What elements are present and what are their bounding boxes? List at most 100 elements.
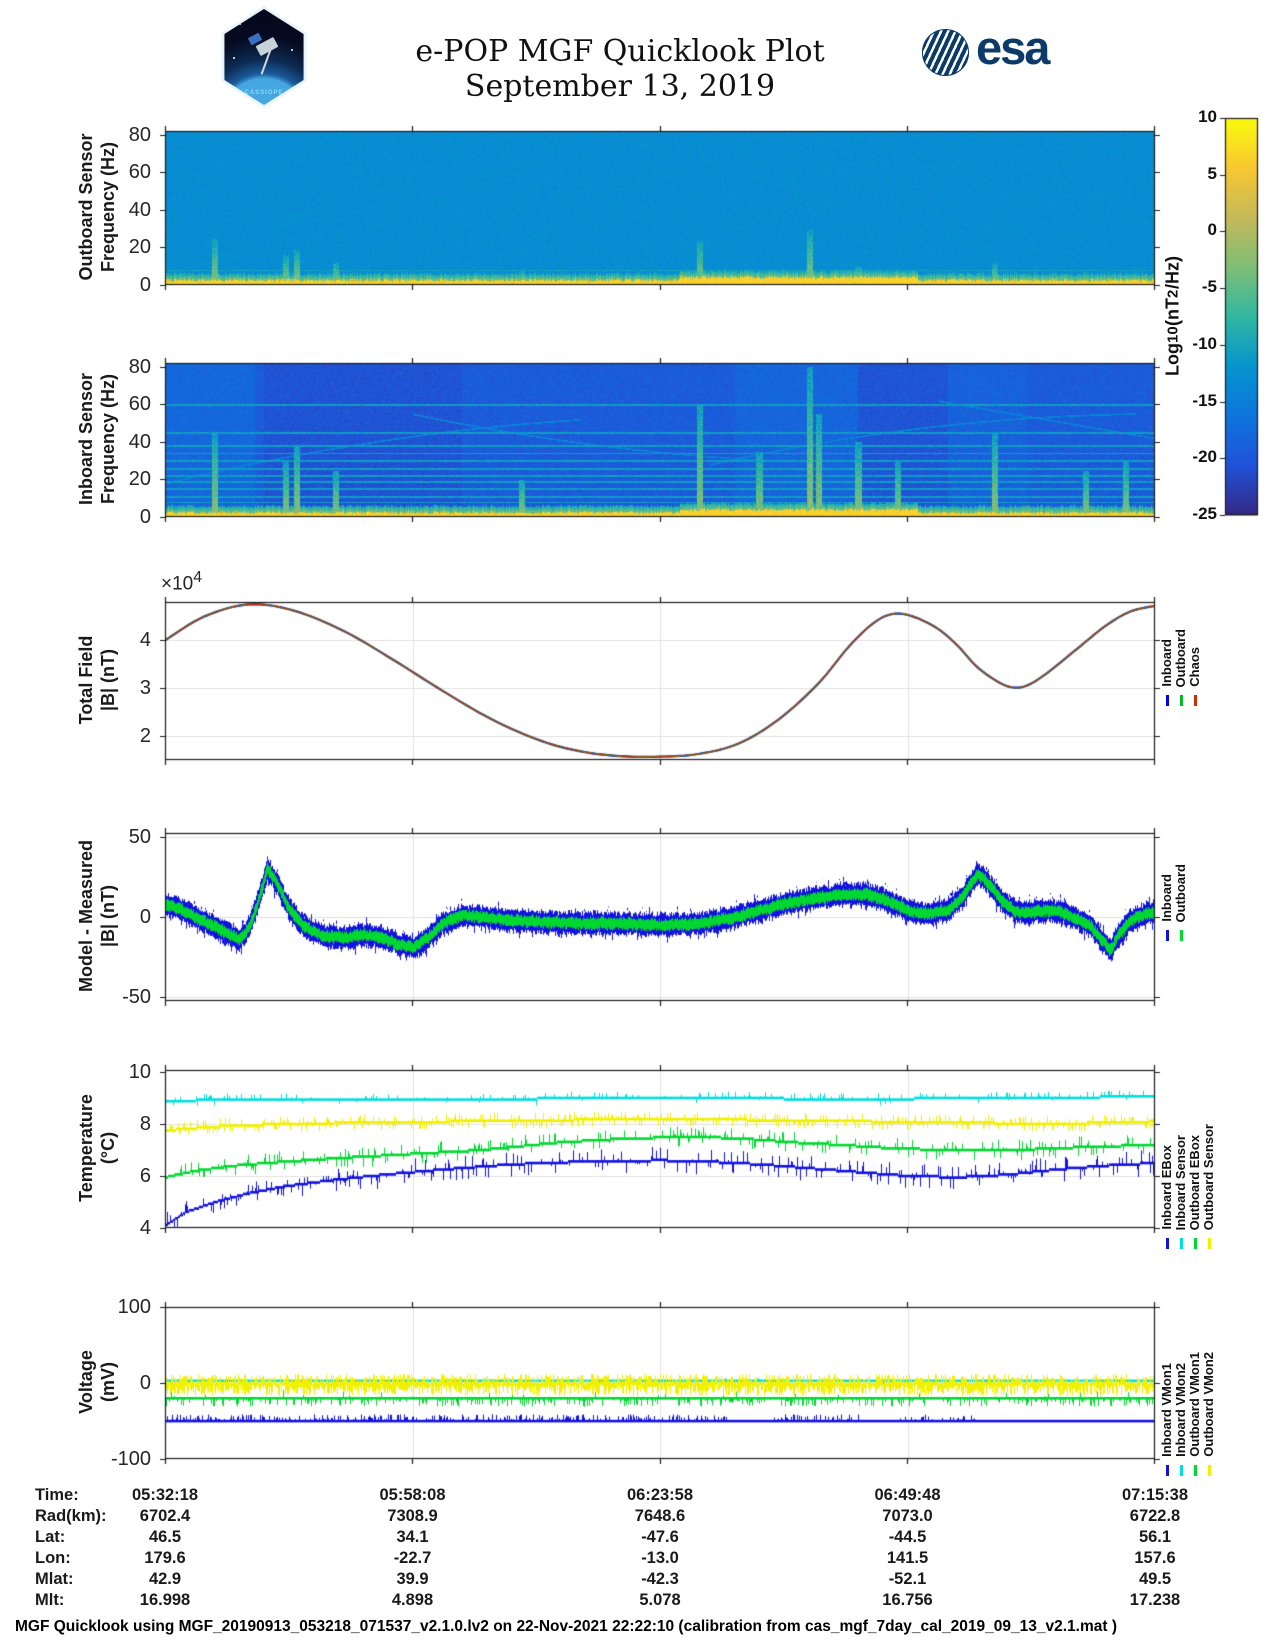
legend-tick-outboard-vmon2: [1207, 1465, 1211, 1476]
esa-globe-icon: [922, 29, 969, 76]
colorbar-canvas: [1218, 111, 1265, 522]
legend-tick-outboard-ebox: [1193, 1238, 1197, 1249]
outboard-spectrogram-ytick-label: 0: [139, 274, 151, 296]
outboard-spectrogram-ytick-label: 80: [128, 123, 151, 146]
table-row-label: Rad(km):: [35, 1507, 107, 1525]
inboard-spectrogram-canvas: [158, 356, 1162, 524]
colorbar-tick-label: 10: [1198, 107, 1217, 126]
legend-tick-outboard-sensor: [1207, 1238, 1211, 1249]
total-field-exponent-label: ×104: [161, 569, 203, 595]
legend-label-outboard: Outboard: [1173, 863, 1188, 923]
temperature-ytick-label: 10: [128, 1060, 151, 1083]
inboard-spectrogram-ylabel-line1: Inboard Sensor: [76, 372, 96, 506]
temperature-ytick-label: 6: [139, 1164, 151, 1187]
model-minus-measured-ylabel: Model - Measured |B| (nT): [75, 802, 119, 1030]
table-row-label: Time:: [35, 1486, 79, 1504]
legend-label-inboard-vmon1: Inboard VMon1: [1159, 1363, 1174, 1457]
table-value: 34.1: [396, 1528, 429, 1546]
table-value: 7073.0: [882, 1507, 933, 1525]
voltage-ytick-label: -100: [110, 1448, 151, 1470]
model-minus-measured-legend-ticks: [1160, 930, 1188, 941]
legend-label-inboard: Inboard: [1159, 639, 1174, 687]
table-value: -47.6: [641, 1528, 679, 1546]
table-value: 157.6: [1134, 1549, 1176, 1567]
legend-tick-outboard: [1179, 930, 1183, 941]
total-field-ylabel-line2: |B| (nT): [98, 648, 118, 712]
plot-date: September 13, 2019: [464, 69, 776, 104]
total-field-ytick-label: 2: [139, 725, 151, 748]
voltage-ylabel-line2: (mV): [98, 1362, 118, 1402]
legend-label-outboard-vmon1: Outboard VMon1: [1187, 1352, 1202, 1457]
table-value: 05:32:18: [131, 1486, 199, 1504]
legend-tick-outboard: [1179, 695, 1183, 706]
legend-label-outboard-sensor: Outboard Sensor: [1201, 1123, 1216, 1230]
legend-tick-chaos: [1193, 695, 1197, 706]
colorbar-tick-label: -15: [1192, 390, 1217, 410]
voltage-legend-ticks: [1160, 1465, 1216, 1476]
table-value: 141.5: [886, 1549, 929, 1567]
legend-tick-inboard-vmon1: [1165, 1465, 1169, 1476]
table-value: 4.898: [391, 1591, 434, 1609]
star-icon: [233, 57, 235, 59]
table-row-label: Mlt:: [35, 1591, 65, 1609]
table-value: -42.3: [641, 1570, 679, 1588]
colorbar-tick-label: -25: [1192, 504, 1217, 523]
voltage-ylabel: Voltage (mV): [75, 1276, 119, 1488]
voltage-ylabel-line1: Voltage: [76, 1350, 96, 1414]
legend-label-inboard-vmon2: Inboard VMon2: [1173, 1363, 1188, 1457]
table-value: 05:58:08: [379, 1486, 446, 1504]
table-value: -22.7: [393, 1549, 432, 1567]
total-field-ytick-label: 3: [139, 677, 151, 700]
temperature-legend: Inboard EBox Inboard Sensor Outboard EBox O…: [1159, 1080, 1216, 1230]
legend-label-inboard-sensor: Inboard Sensor: [1173, 1134, 1188, 1230]
star-icon: [239, 23, 241, 25]
colorbar-tick-label: 5: [1207, 163, 1217, 183]
table-value: 5.078: [639, 1591, 681, 1609]
temperature-ytick-label: 4: [139, 1217, 151, 1239]
plot-title: e-POP MGF Quicklook Plot: [415, 34, 825, 69]
table-value: 179.6: [144, 1549, 186, 1567]
table-value: 16.756: [882, 1591, 933, 1609]
inboard-spectrogram-ylabel-line2: Frequency (Hz): [98, 373, 118, 505]
figure-titles: e-POP MGF Quicklook Plot September 13, 2…: [330, 34, 910, 104]
outboard-spectrogram-ytick-label: 60: [128, 161, 151, 184]
colorbar-tick-label: -20: [1192, 447, 1217, 467]
table-value: 7308.9: [387, 1507, 438, 1525]
table-value: 46.5: [148, 1528, 182, 1546]
star-icon: [291, 49, 293, 51]
model-minus-measured-ylabel-line1: Model - Measured: [76, 839, 96, 993]
legend-tick-inboard-vmon2: [1179, 1465, 1183, 1476]
legend-label-outboard-ebox: Outboard EBox: [1187, 1134, 1202, 1230]
cassiope-patch-art: CASSIOPE: [224, 9, 304, 105]
outboard-spectrogram-canvas: [158, 124, 1162, 292]
legend-label-inboard: Inboard: [1159, 874, 1174, 922]
inboard-spectrogram-ytick-label: 80: [128, 355, 151, 378]
colorbar-label: Log 10 (nT 2/Hz): [1162, 256, 1183, 376]
temperature-ylabel: Temperature (°C): [75, 1039, 119, 1257]
table-row-label: Mlat:: [35, 1570, 74, 1588]
table-value: 06:23:58: [626, 1486, 694, 1504]
legend-tick-inboard: [1165, 930, 1169, 941]
table-value: -44.5: [888, 1528, 927, 1546]
model-minus-measured-ylabel-line2: |B| (nT): [98, 884, 118, 948]
table-value: 6722.8: [1129, 1507, 1181, 1525]
legend-label-chaos: Chaos: [1187, 647, 1202, 687]
table-value: 56.1: [1138, 1528, 1172, 1546]
voltage-canvas: [158, 1300, 1162, 1466]
outboard-spectrogram-ylabel-line1: Outboard Sensor: [76, 133, 96, 281]
model-minus-measured-canvas: [158, 826, 1162, 1008]
footer-note: MGF Quicklook using MGF_20190913_053218_…: [15, 1618, 1117, 1635]
legend-label-inboard-ebox: Inboard EBox: [1159, 1145, 1174, 1230]
colorbar-tick-label: 0: [1207, 220, 1217, 240]
voltage-ytick-label: 0: [139, 1372, 151, 1394]
table-value: 17.238: [1129, 1591, 1181, 1609]
legend-label-outboard-vmon2: Outboard VMon2: [1201, 1352, 1216, 1457]
temperature-ylabel-line2: (°C): [98, 1131, 118, 1165]
colorbar-tick-label: -5: [1201, 277, 1217, 297]
total-field-legend: Inboard Outboard Chaos: [1159, 537, 1202, 688]
table-value: -52.1: [888, 1570, 927, 1588]
legend-tick-inboard-ebox: [1165, 1238, 1169, 1249]
inboard-spectrogram-ytick-label: 20: [128, 468, 151, 491]
table-value: 07:15:38: [1121, 1486, 1189, 1504]
